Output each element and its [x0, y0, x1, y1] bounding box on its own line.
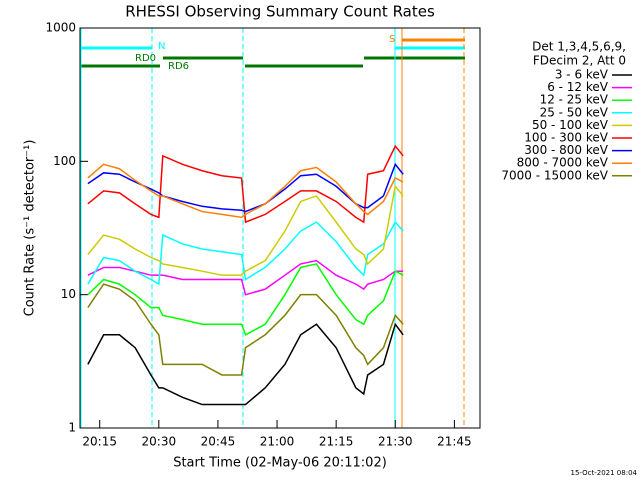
legend-label: 800 - 7000 keV: [517, 156, 609, 170]
series-line: [87, 259, 404, 296]
annotation: RD6: [168, 61, 189, 72]
annotation: RD0: [135, 53, 156, 64]
legend-header: FDecim 2, Att 0: [533, 54, 626, 68]
y-tick-label: 1: [68, 421, 76, 435]
annotation: S: [389, 34, 395, 45]
annotation: N: [158, 41, 165, 52]
series-line: [87, 184, 404, 276]
x-tick-label: 21:15: [319, 435, 354, 449]
y-axis-label: Count Rate (s⁻¹ detector⁻¹): [23, 140, 38, 317]
chart-title: RHESSI Observing Summary Count Rates: [125, 3, 435, 21]
event-lines: [80, 28, 465, 428]
legend-label: 300 - 800 keV: [524, 143, 608, 157]
x-tick-label: 20:45: [201, 435, 236, 449]
x-tick-label: 20:15: [82, 435, 117, 449]
x-tick-label: 21:30: [378, 435, 413, 449]
series-line: [87, 322, 404, 406]
legend-label: 50 - 100 keV: [532, 118, 609, 132]
timestamp: 15-Oct-2021 08:04: [571, 469, 638, 477]
event-overlay: [80, 38, 465, 68]
y-tick-label: 1000: [45, 21, 76, 35]
series-line: [87, 283, 404, 376]
legend-label: 6 - 12 keV: [547, 80, 609, 94]
legend-header: Det 1,3,4,5,6,9,: [532, 40, 626, 54]
x-tick-label: 21:45: [437, 435, 472, 449]
series-line: [87, 263, 404, 336]
y-tick-label: 10: [61, 287, 76, 301]
series-line: [87, 144, 404, 224]
x-tick-label: 20:30: [142, 435, 177, 449]
legend-label: 12 - 25 keV: [540, 93, 609, 107]
x-tick-label: 21:00: [260, 435, 295, 449]
legend-label: 3 - 6 keV: [555, 68, 609, 82]
plot-frame: [79, 27, 481, 429]
series-line: [87, 163, 404, 219]
legend-label: 25 - 50 keV: [540, 105, 609, 119]
series-line: [87, 220, 404, 286]
y-tick-label: 100: [53, 154, 76, 168]
x-axis-label: Start Time (02-May-06 20:11:02): [173, 456, 387, 471]
legend-label: 100 - 300 keV: [524, 131, 608, 145]
legend-label: 7000 - 15000 keV: [501, 168, 608, 182]
